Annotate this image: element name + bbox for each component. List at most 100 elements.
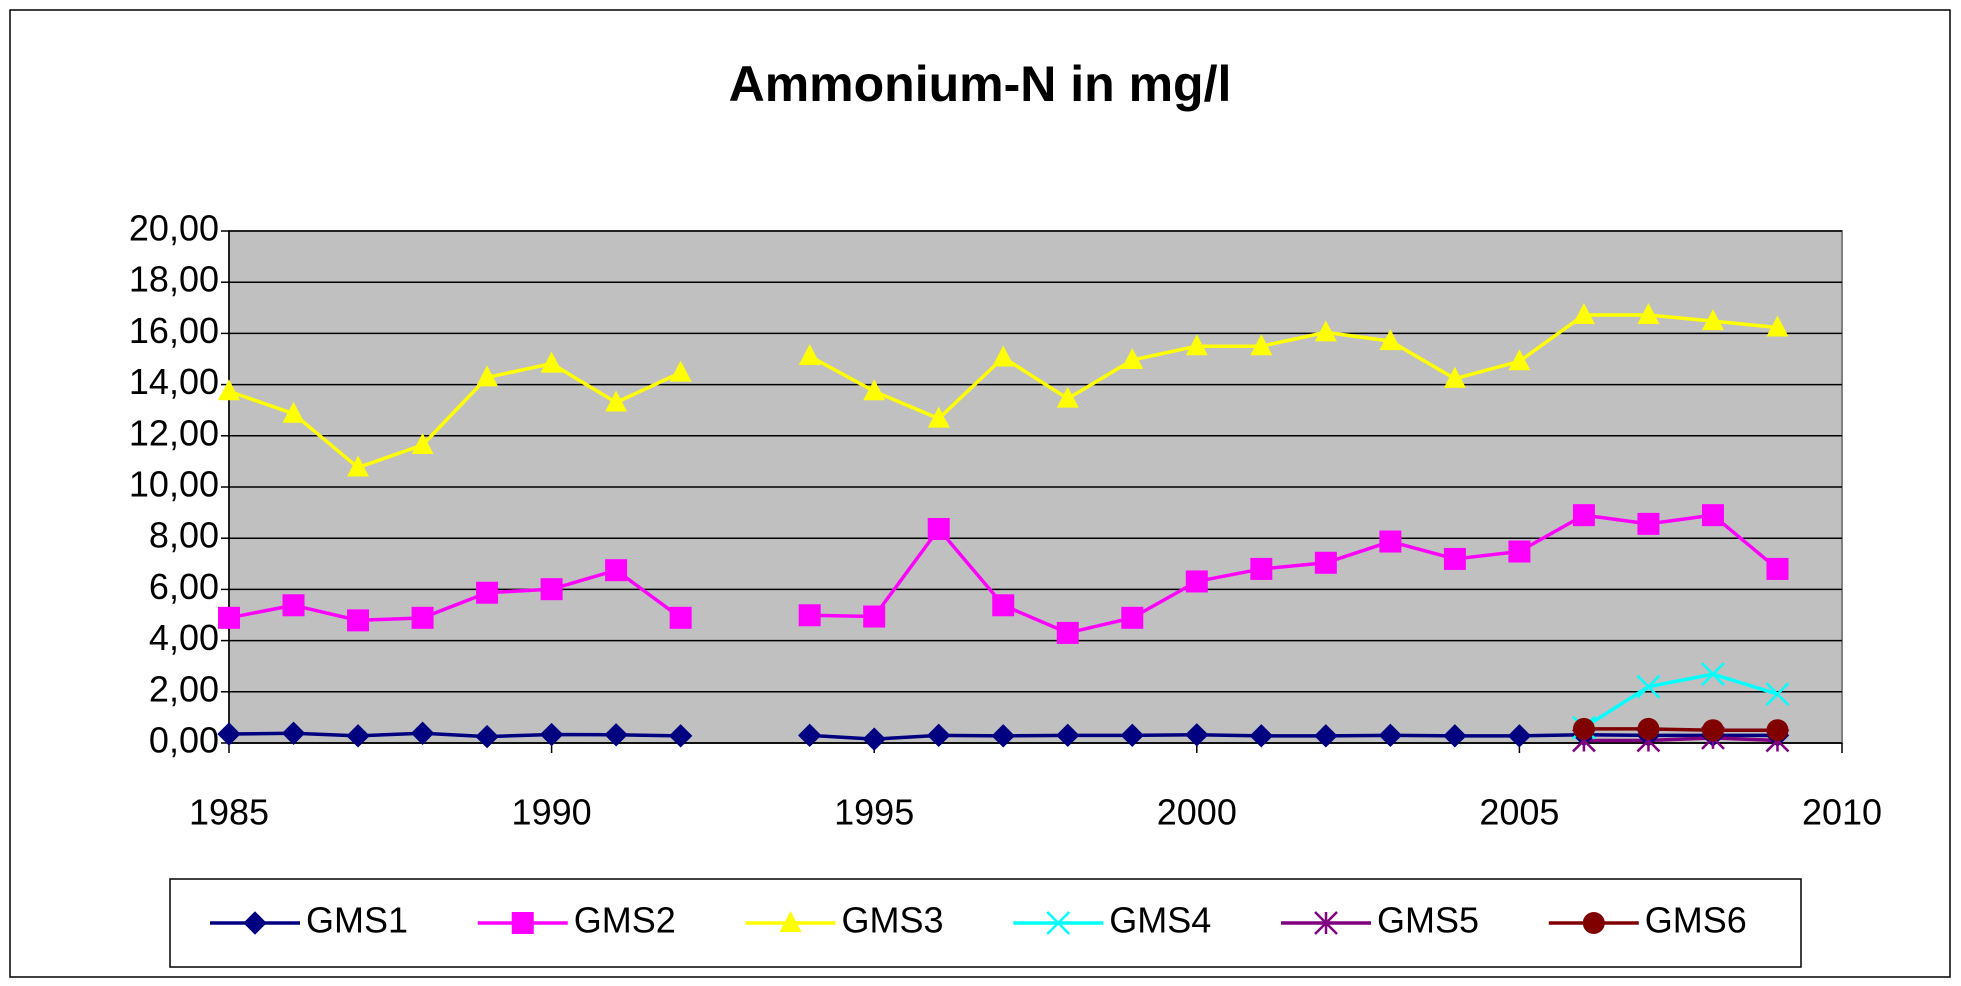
marker	[282, 594, 305, 617]
marker	[1056, 621, 1079, 644]
marker	[1443, 547, 1466, 570]
marker	[798, 604, 821, 627]
marker	[1250, 334, 1273, 356]
x-tick-label: 1985	[189, 792, 269, 833]
marker	[798, 344, 821, 366]
marker	[281, 721, 306, 745]
marker	[1765, 682, 1790, 706]
marker	[797, 723, 822, 748]
marker	[1120, 723, 1144, 748]
legend-marker	[779, 911, 802, 932]
legend-marker	[1582, 912, 1605, 934]
marker	[1572, 504, 1595, 527]
marker	[1121, 606, 1144, 629]
y-tick-label: 0,00	[149, 720, 219, 761]
marker	[669, 606, 692, 629]
legend-label: GMS6	[1645, 900, 1747, 941]
y-tick-label: 18,00	[129, 259, 219, 300]
marker	[927, 723, 951, 748]
marker	[476, 581, 499, 604]
marker	[1637, 302, 1660, 324]
marker	[1572, 302, 1595, 324]
chart-title: Ammonium-N in mg/l	[729, 56, 1232, 112]
marker	[605, 390, 628, 412]
legend-box	[169, 878, 1802, 968]
marker	[347, 609, 370, 632]
y-tick-label: 8,00	[149, 515, 219, 556]
y-tick-label: 20,00	[129, 208, 219, 249]
marker	[1185, 723, 1209, 747]
marker	[668, 724, 693, 748]
series-line	[1583, 727, 1778, 732]
marker	[1378, 723, 1403, 748]
marker	[539, 722, 564, 747]
marker	[1314, 320, 1337, 342]
marker	[1121, 348, 1144, 370]
marker	[1766, 557, 1789, 580]
marker	[218, 606, 240, 629]
marker	[863, 379, 886, 401]
marker	[992, 345, 1015, 367]
marker	[1508, 540, 1531, 563]
marker	[1701, 504, 1724, 527]
marker	[1701, 662, 1725, 687]
legend-label: GMS4	[1109, 900, 1211, 941]
y-tick-label: 10,00	[129, 464, 219, 505]
marker	[1314, 724, 1338, 748]
marker	[411, 433, 434, 455]
marker	[1637, 512, 1660, 535]
marker	[476, 365, 499, 387]
y-tick-label: 4,00	[149, 617, 219, 658]
marker	[540, 351, 563, 373]
marker	[1637, 717, 1660, 740]
marker	[540, 578, 563, 601]
legend-label: GMS5	[1377, 900, 1479, 941]
marker	[991, 724, 1015, 748]
marker	[1379, 329, 1402, 351]
marker	[411, 606, 434, 629]
marker	[1056, 723, 1080, 748]
marker	[1701, 719, 1724, 742]
x-tick-label: 2010	[1802, 792, 1882, 833]
x-tick-label: 2000	[1157, 792, 1237, 833]
marker	[1185, 570, 1208, 593]
legend-label: GMS1	[306, 900, 408, 941]
x-tick-label: 1995	[834, 792, 914, 833]
y-tick-label: 6,00	[149, 566, 219, 607]
legend-label: GMS3	[842, 900, 944, 941]
marker	[347, 455, 370, 477]
legend-marker	[243, 911, 267, 935]
legend-marker	[1046, 911, 1071, 935]
marker	[863, 605, 886, 628]
legend-marker	[1314, 911, 1338, 935]
marker	[862, 727, 886, 751]
y-tick-label: 16,00	[129, 310, 219, 351]
marker	[992, 594, 1015, 617]
marker	[217, 722, 241, 746]
marker	[410, 721, 435, 745]
x-tick-label: 2005	[1479, 792, 1559, 833]
marker	[1507, 724, 1532, 748]
marker	[1249, 724, 1274, 748]
legend-marker	[511, 912, 534, 934]
marker	[1443, 724, 1467, 748]
marker	[1508, 349, 1531, 371]
marker	[927, 406, 950, 428]
marker	[1379, 530, 1402, 553]
marker	[475, 724, 499, 749]
marker	[218, 379, 240, 401]
legend-label: GMS2	[574, 900, 676, 941]
marker	[604, 723, 628, 747]
marker	[1443, 366, 1466, 388]
marker	[282, 401, 305, 423]
marker	[669, 360, 692, 382]
marker	[1766, 315, 1789, 337]
marker	[1701, 309, 1724, 331]
marker	[1766, 719, 1789, 742]
marker	[605, 559, 628, 582]
marker	[1636, 674, 1661, 699]
marker	[1250, 557, 1273, 580]
marker	[927, 517, 950, 540]
marker	[346, 724, 370, 748]
